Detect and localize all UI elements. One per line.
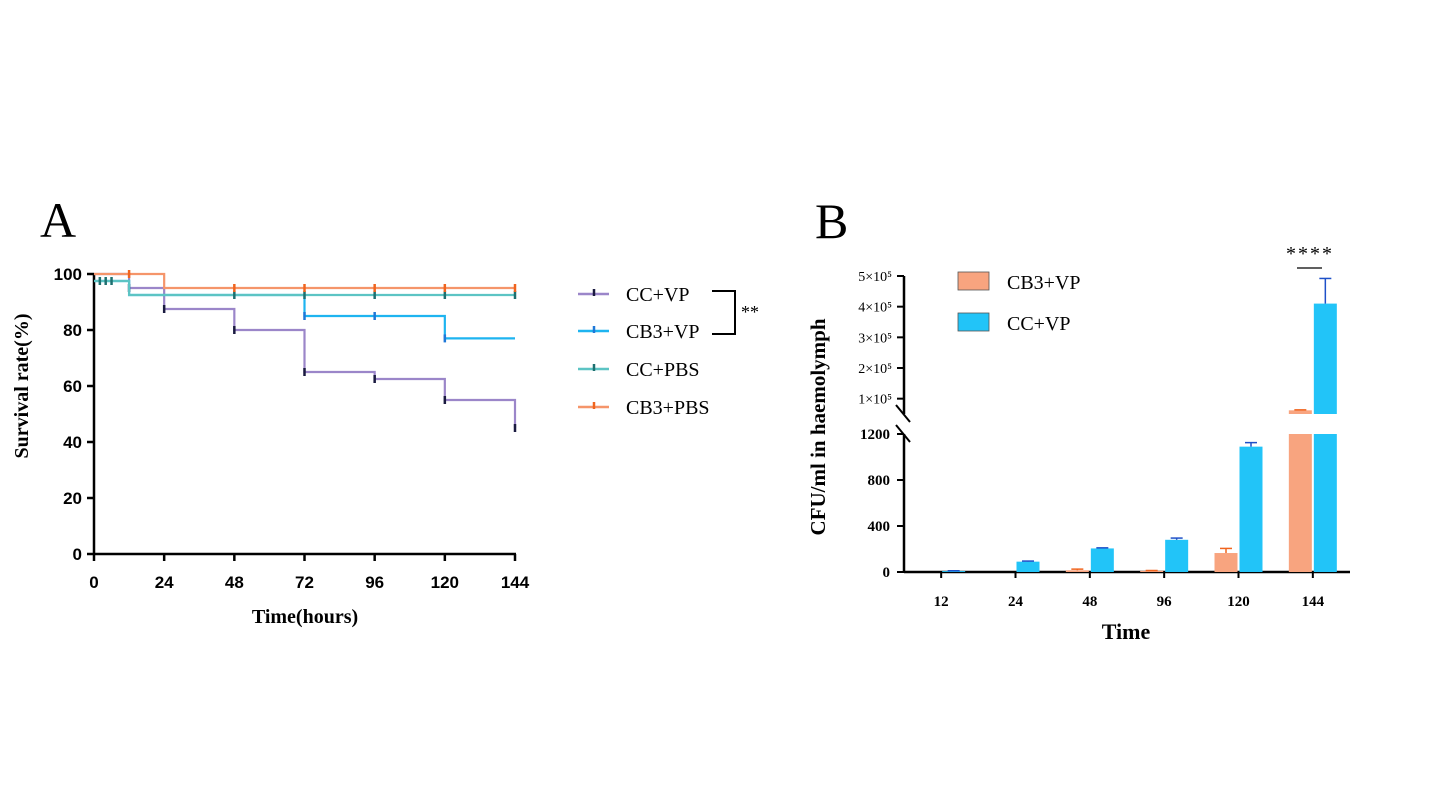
survival-y-tick-label: 60 xyxy=(63,377,82,396)
legend-label: CC+VP xyxy=(626,284,690,306)
survival-legend: CC+VP CB3+VP CC+PBS CB3+PBS xyxy=(578,284,736,419)
cfu-legend: CB3+VP CC+VP xyxy=(957,271,1081,335)
survival-x-tick-label: 96 xyxy=(365,573,384,592)
survival-series xyxy=(94,270,517,432)
bar-cb3-vp-48 xyxy=(1065,570,1089,572)
cfu-x-axis-label: Time xyxy=(1102,619,1151,644)
cfu-y-axis-label: CFU/ml in haemolymph xyxy=(806,318,830,535)
cfu-y-tick-label: 3×10⁵ xyxy=(858,331,892,346)
cfu-y-tick-label: 1×10⁵ xyxy=(858,393,892,408)
survival-chart: A 0 20 40 60 80 100 0 24 48 72 96 120 144 CC+VP CB3+V… xyxy=(11,192,759,628)
bar-cb3-vp-96 xyxy=(1140,570,1164,572)
cfu-x-tick-label: 24 xyxy=(1008,594,1024,610)
legend-label: CB3+VP xyxy=(626,321,700,343)
cfu-significance: **** xyxy=(1286,243,1334,265)
cfu-y-tick-label: 400 xyxy=(868,519,891,535)
survival-y-tick-label: 100 xyxy=(54,265,82,284)
survival-y-tick-label: 40 xyxy=(63,433,82,452)
cfu-x-tick-label: 96 xyxy=(1157,594,1173,610)
bar-cc-vp-12 xyxy=(942,571,966,572)
cfu-bars xyxy=(942,267,1337,572)
survival-y-axis-label: Survival rate(%) xyxy=(11,314,33,459)
survival-x-tick-label: 0 xyxy=(89,573,98,592)
legend-label: CB3+VP xyxy=(1007,272,1081,294)
bar-cc-vp-24 xyxy=(1016,561,1040,572)
bar-cc-vp-96 xyxy=(1165,539,1189,572)
bar-cc-vp-144-lower xyxy=(1313,434,1337,572)
legend-swatch xyxy=(957,312,990,332)
survival-significance: ** xyxy=(741,302,759,322)
cfu-y-tick-label: 5×10⁵ xyxy=(858,270,892,285)
legend-label: CC+PBS xyxy=(626,359,700,381)
panel-label-b: B xyxy=(815,193,848,249)
legend-label: CC+VP xyxy=(1007,313,1071,335)
cfu-y-tick-label: 2×10⁵ xyxy=(858,362,892,377)
survival-y-tick-label: 80 xyxy=(63,321,82,340)
survival-axes: 0 20 40 60 80 100 0 24 48 72 96 120 144 xyxy=(54,265,530,592)
cfu-x-tick-label: 48 xyxy=(1082,594,1097,610)
bar-cb3-vp-144-upper xyxy=(1288,410,1312,414)
bar-cc-vp-120 xyxy=(1239,446,1263,572)
cfu-y-tick-label: 0 xyxy=(883,565,891,581)
panel-label-a: A xyxy=(40,192,76,248)
survival-x-axis-label: Time(hours) xyxy=(252,606,358,628)
survival-x-tick-label: 144 xyxy=(501,573,530,592)
legend-swatch xyxy=(957,271,990,291)
survival-x-tick-label: 72 xyxy=(295,573,314,592)
legend-label: CB3+PBS xyxy=(626,397,710,419)
cfu-x-tick-label: 144 xyxy=(1302,594,1325,610)
cfu-y-tick-label: 800 xyxy=(868,473,891,489)
survival-x-tick-label: 120 xyxy=(431,573,459,592)
bar-cc-vp-48 xyxy=(1090,548,1114,572)
survival-x-tick-label: 48 xyxy=(225,573,244,592)
cfu-bar-chart: B 0 400 800 1200 1×10⁵ 2×10⁵ 3×10⁵ 4×10⁵ 5×10⁵ 12… xyxy=(806,193,1350,644)
bar-cc-vp-144-upper xyxy=(1313,303,1337,414)
bar-cb3-vp-120 xyxy=(1214,553,1238,572)
cfu-x-tick-label: 120 xyxy=(1227,594,1250,610)
significance-bracket xyxy=(712,290,736,335)
cfu-y-tick-label: 4×10⁵ xyxy=(858,301,892,316)
cfu-x-tick-label: 12 xyxy=(934,594,949,610)
survival-y-tick-label: 20 xyxy=(63,489,82,508)
survival-line-cc-vp xyxy=(94,272,517,428)
cfu-y-tick-label: 1200 xyxy=(860,427,890,443)
survival-x-tick-label: 24 xyxy=(155,573,174,592)
bar-cb3-vp-144-lower xyxy=(1288,434,1312,572)
cfu-axes: 0 400 800 1200 1×10⁵ 2×10⁵ 3×10⁵ 4×10⁵ 5×10⁵ 12 24… xyxy=(858,270,1350,610)
survival-y-tick-label: 0 xyxy=(73,545,82,564)
axis-break-mark xyxy=(895,404,911,423)
